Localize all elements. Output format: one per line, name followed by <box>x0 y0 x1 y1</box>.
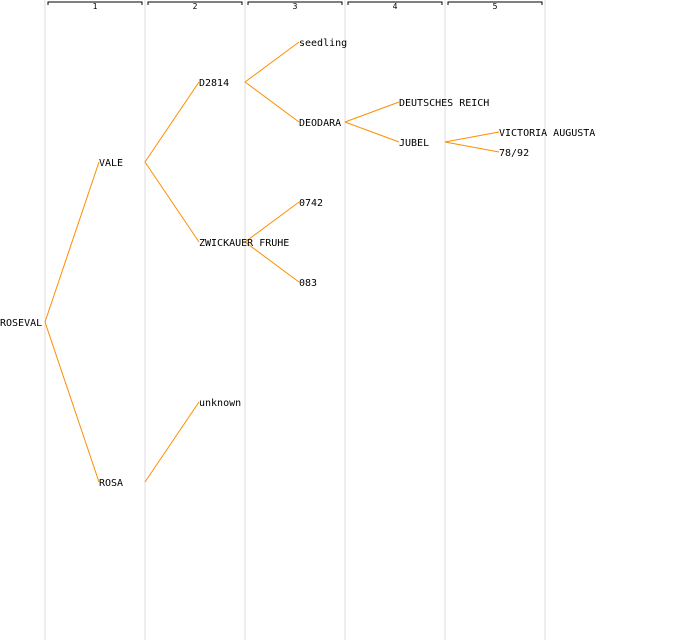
generation-bracket <box>247 1 343 5</box>
pedigree-links <box>44 41 500 483</box>
node-o742[interactable]: 0742 <box>299 198 323 209</box>
link-vale-to-zwickauer <box>144 161 200 243</box>
node-o83[interactable]: 083 <box>299 278 317 289</box>
generation-number-2: 2 <box>193 2 198 11</box>
generation-bracket <box>347 1 443 5</box>
node-unknown[interactable]: unknown <box>199 398 241 409</box>
link-d2814-to-deodara <box>244 81 300 123</box>
node-n7892[interactable]: 78/92 <box>499 148 529 159</box>
node-deutsches[interactable]: DEUTSCHES REICH <box>399 98 489 109</box>
link-zwickauer-to-o742 <box>244 201 300 243</box>
link-zwickauer-to-o83 <box>244 241 300 283</box>
link-deodara-to-deutsches <box>344 101 400 123</box>
node-roseval[interactable]: ROSEVAL <box>0 318 42 329</box>
link-roseval-to-vale <box>44 161 100 323</box>
node-deodara[interactable]: DEODARA <box>299 118 341 129</box>
node-seedling[interactable]: seedling <box>299 38 347 49</box>
link-vale-to-d2814 <box>144 81 200 163</box>
generation-columns <box>44 0 546 640</box>
generation-bracket <box>447 1 543 5</box>
node-victoria[interactable]: VICTORIA AUGUSTA <box>499 128 595 139</box>
node-zwickauer[interactable]: ZWICKAUER FRUHE <box>199 238 289 249</box>
generation-bracket <box>47 1 143 5</box>
link-jubel-to-victoria <box>444 131 500 143</box>
node-jubel[interactable]: JUBEL <box>399 138 429 149</box>
generation-number-4: 4 <box>393 2 398 11</box>
generation-number-3: 3 <box>293 2 298 11</box>
generation-bracket <box>147 1 243 5</box>
pedigree-node-labels: ROSEVAL VALE ROSA D2814 ZWICKAUER FRUHE unkno… <box>0 38 595 489</box>
generation-headers: 1 2 3 4 5 <box>47 1 543 11</box>
link-roseval-to-rosa <box>44 321 100 483</box>
generation-number-1: 1 <box>93 2 98 11</box>
link-jubel-to-n7892 <box>444 141 500 153</box>
generation-number-5: 5 <box>493 2 498 11</box>
link-deodara-to-jubel <box>344 121 400 143</box>
node-d2814[interactable]: D2814 <box>199 78 229 89</box>
link-rosa-to-unknown <box>144 401 200 483</box>
node-vale[interactable]: VALE <box>99 158 123 169</box>
node-rosa[interactable]: ROSA <box>99 478 123 489</box>
link-d2814-to-seedling <box>244 41 300 83</box>
